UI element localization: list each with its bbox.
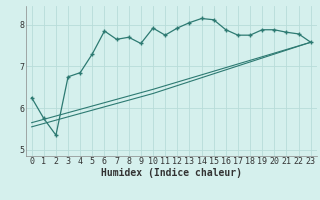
X-axis label: Humidex (Indice chaleur): Humidex (Indice chaleur): [101, 168, 242, 178]
